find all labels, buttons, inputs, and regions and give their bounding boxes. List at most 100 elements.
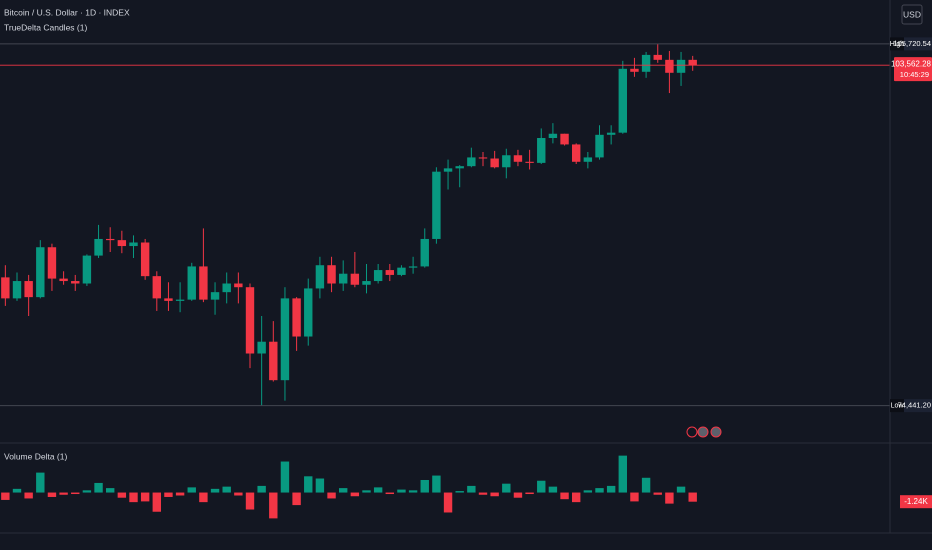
indicator-title: Volume Delta (1) bbox=[4, 451, 67, 461]
event-icon[interactable] bbox=[686, 426, 698, 438]
candle-body bbox=[82, 255, 92, 284]
currency-label[interactable]: USD bbox=[903, 9, 921, 19]
candle-body bbox=[71, 281, 80, 284]
bar bbox=[117, 492, 127, 498]
bar bbox=[59, 492, 68, 495]
indicator-title: TrueDelta Candles (1) bbox=[4, 22, 87, 32]
candle-body bbox=[106, 238, 115, 241]
candle-body bbox=[408, 266, 418, 268]
bar bbox=[432, 475, 441, 493]
bar bbox=[292, 492, 301, 506]
last-price-box bbox=[894, 57, 932, 82]
bar bbox=[408, 490, 418, 493]
candle-body bbox=[140, 242, 150, 277]
marker-tag bbox=[890, 37, 904, 51]
bar bbox=[525, 492, 534, 495]
candle-body bbox=[572, 144, 581, 162]
bar bbox=[373, 487, 383, 493]
bar bbox=[420, 479, 429, 493]
bar bbox=[327, 492, 336, 499]
candle-body bbox=[688, 59, 697, 66]
marker-tag bbox=[890, 399, 904, 413]
bar bbox=[187, 487, 196, 493]
candle-body bbox=[1, 277, 10, 299]
candle-body bbox=[665, 59, 674, 73]
candle-body bbox=[280, 298, 290, 381]
bar bbox=[548, 486, 558, 493]
bar bbox=[455, 491, 464, 493]
bar bbox=[71, 492, 80, 495]
candle-body bbox=[560, 133, 569, 145]
currency-button[interactable] bbox=[901, 4, 923, 25]
bar bbox=[443, 492, 453, 513]
bar bbox=[618, 455, 627, 493]
bar bbox=[24, 492, 33, 499]
bar bbox=[560, 492, 569, 500]
candle-body bbox=[467, 157, 476, 167]
bar bbox=[513, 492, 523, 498]
candle-body bbox=[210, 292, 220, 300]
bar bbox=[572, 492, 581, 503]
bar bbox=[490, 492, 499, 497]
countdown: 10:45:29 bbox=[900, 70, 929, 79]
bar bbox=[641, 477, 651, 493]
candle-body bbox=[537, 138, 546, 163]
bar bbox=[304, 476, 313, 493]
bar bbox=[315, 478, 325, 493]
candle-body bbox=[653, 54, 662, 60]
bar bbox=[397, 489, 406, 493]
bar bbox=[269, 492, 278, 519]
candle-body bbox=[129, 242, 138, 247]
bar bbox=[653, 492, 662, 495]
bar bbox=[339, 488, 348, 493]
candle-body bbox=[257, 341, 266, 354]
candle-body bbox=[432, 171, 441, 239]
bar bbox=[140, 492, 150, 502]
bar bbox=[385, 492, 394, 495]
bar bbox=[502, 483, 511, 493]
candle-body bbox=[292, 298, 301, 337]
candle-body bbox=[618, 68, 627, 133]
event-icon[interactable] bbox=[697, 426, 709, 438]
bar bbox=[106, 488, 115, 493]
candle-body bbox=[362, 281, 371, 285]
candle-body bbox=[36, 247, 45, 298]
candle-body bbox=[187, 266, 196, 300]
candle-body bbox=[234, 283, 243, 288]
candle-body bbox=[676, 59, 686, 73]
bar bbox=[257, 485, 266, 493]
marker-value-box bbox=[904, 37, 932, 51]
candle-body bbox=[24, 281, 33, 298]
candle-body bbox=[47, 247, 57, 279]
candle-body bbox=[199, 266, 208, 300]
candle-body bbox=[502, 155, 511, 168]
bar bbox=[688, 492, 697, 502]
candle-body bbox=[175, 299, 185, 301]
bar bbox=[152, 492, 161, 512]
candle-body bbox=[606, 132, 616, 135]
candle-body bbox=[12, 281, 22, 299]
candle-body bbox=[385, 270, 394, 275]
candle-body bbox=[245, 287, 255, 354]
candle-body bbox=[513, 155, 523, 162]
marker-value: 74,441.20 bbox=[898, 401, 931, 410]
candle-body bbox=[455, 166, 464, 169]
bar bbox=[595, 488, 604, 493]
candle-body bbox=[59, 278, 68, 282]
symbol-title: Bitcoin / U.S. Dollar · 1D · INDEX bbox=[4, 7, 130, 17]
event-icon[interactable] bbox=[710, 426, 722, 438]
candle-body bbox=[315, 265, 325, 289]
event-icons bbox=[686, 426, 722, 438]
marker-name: High bbox=[890, 41, 905, 48]
price-axis bbox=[890, 0, 932, 533]
value-label-box bbox=[900, 495, 932, 509]
candle-body bbox=[304, 288, 313, 337]
bar bbox=[630, 492, 639, 502]
marker-name: Low bbox=[891, 402, 905, 409]
bar bbox=[164, 492, 173, 497]
candle-body bbox=[595, 134, 604, 158]
